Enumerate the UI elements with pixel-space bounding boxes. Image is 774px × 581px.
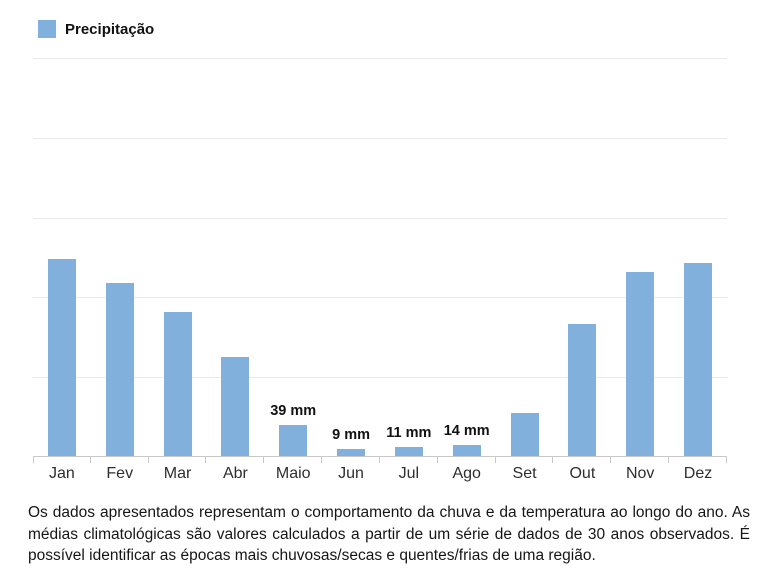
month-axis-label-fev: Fev (106, 465, 134, 482)
axis-tick (33, 456, 34, 463)
precipitation-bar-set[interactable] (510, 413, 539, 456)
gridline-400 (33, 137, 727, 139)
gridline-100 (33, 377, 727, 379)
month-column-ago: 14 mm Ago (438, 58, 496, 482)
month-column-dez: Dez (669, 58, 727, 482)
precipitation-bar-maio[interactable] (279, 425, 308, 456)
month-column-fev: Fev (91, 58, 149, 482)
axis-tick (205, 456, 207, 463)
month-column-out: Out (553, 58, 612, 482)
month-column-set: Set (496, 58, 554, 482)
chart-description: Os dados apresentados representam o comp… (28, 504, 750, 564)
month-axis-label-abr: Abr (222, 465, 248, 482)
bar-value-label: 39 mm (270, 403, 317, 419)
month-column-mar: Mar (149, 58, 207, 482)
axis-tick (321, 456, 323, 463)
axis-tick (494, 456, 496, 463)
bar-value-label: 9 mm (332, 427, 370, 443)
month-axis-label-set: Set (512, 465, 537, 482)
precipitation-bar-jun[interactable] (337, 449, 366, 456)
month-column-jun: 9 mm Jun (322, 58, 380, 482)
precipitation-bar-chart: Jan Fev Mar Abr 39 mm Maio 9 mm Jun 11 m… (33, 58, 727, 482)
month-axis-label-maio: Maio (275, 465, 311, 482)
precipitation-bar-dez[interactable] (684, 263, 713, 456)
month-column-abr: Abr (206, 58, 265, 482)
precipitation-bar-jul[interactable] (394, 447, 423, 456)
month-axis-label-jul: Jul (398, 465, 420, 482)
axis-tick (263, 456, 265, 463)
axis-tick (147, 456, 149, 463)
month-axis-label-out: Out (569, 465, 596, 482)
month-column-jan: Jan (33, 58, 91, 482)
axis-tick (668, 456, 670, 463)
month-column-maio: 39 mm Maio (264, 58, 323, 482)
precipitation-bar-ago[interactable] (452, 445, 481, 456)
month-axis-label-dez: Dez (683, 465, 713, 482)
month-axis-label-mar: Mar (163, 465, 192, 482)
precipitation-bar-out[interactable] (568, 324, 597, 456)
gridline-200 (33, 297, 727, 299)
bar-value-label: 11 mm (386, 425, 432, 441)
bar-columns: Jan Fev Mar Abr 39 mm Maio 9 mm Jun 11 m… (33, 58, 727, 482)
precipitation-bar-jan[interactable] (47, 259, 76, 456)
month-axis-label-nov: Nov (625, 465, 655, 482)
month-column-jul: 11 mm Jul (380, 58, 438, 482)
month-axis-label-ago: Ago (452, 465, 481, 482)
axis-tick (436, 456, 438, 463)
month-axis-label-jun: Jun (338, 465, 364, 482)
month-column-nov: Nov (611, 58, 670, 482)
gridline-500 (33, 58, 727, 59)
gridline-300 (33, 217, 727, 219)
precipitation-legend-label: Precipitação (65, 20, 155, 38)
axis-tick (725, 456, 727, 463)
precipitation-legend-swatch (38, 20, 56, 38)
precipitation-bar-abr[interactable] (221, 357, 250, 456)
axis-tick (552, 456, 554, 463)
precipitation-bar-fev[interactable] (105, 283, 134, 456)
precipitation-bar-mar[interactable] (163, 312, 192, 456)
axis-tick (89, 456, 91, 463)
axis-tick (610, 456, 612, 463)
month-axis-label-jan: Jan (49, 465, 75, 482)
precipitation-bar-nov[interactable] (626, 272, 655, 456)
chart-legend[interactable]: Precipitação (38, 20, 154, 38)
bar-value-label: 14 mm (443, 423, 490, 439)
axis-tick (378, 456, 380, 463)
